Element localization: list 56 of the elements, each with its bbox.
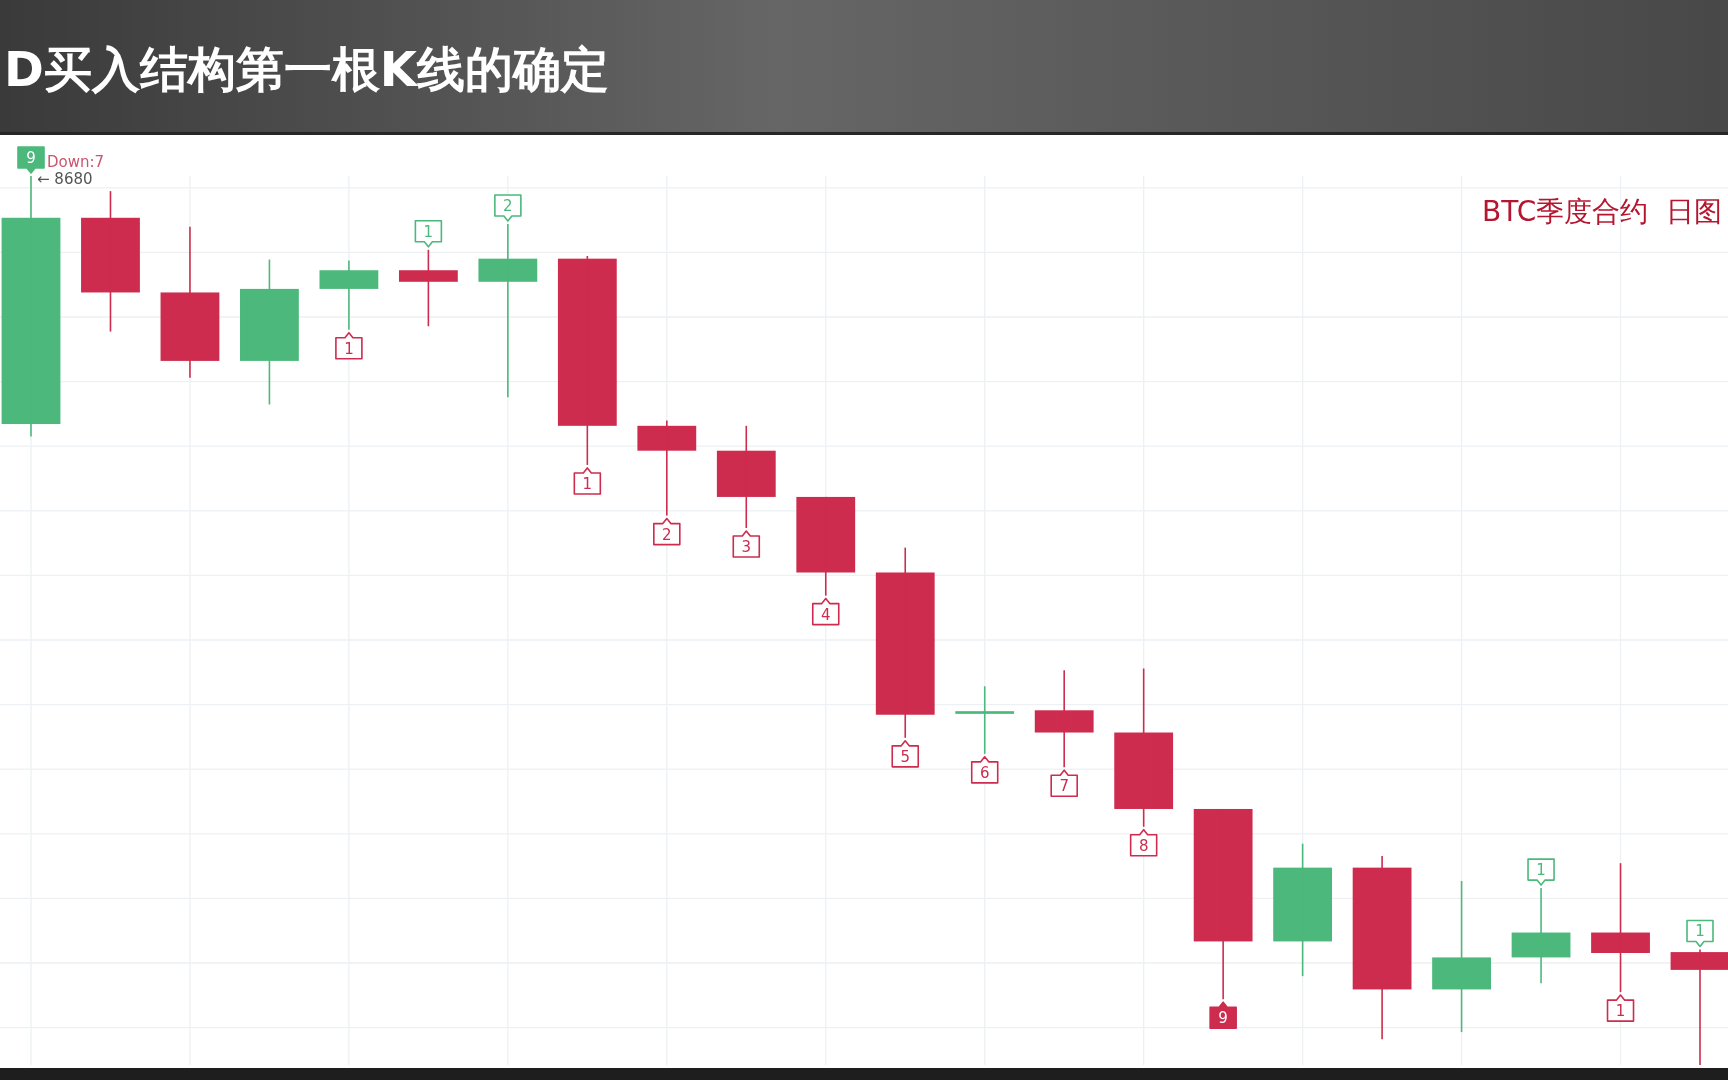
candlestick <box>716 425 776 529</box>
candlestick <box>478 223 538 399</box>
candlestick <box>1511 887 1571 985</box>
candlestick <box>319 259 379 331</box>
candlestick <box>955 685 1015 755</box>
count-label: 2 <box>653 517 681 546</box>
count-label: 5 <box>891 740 920 768</box>
annotation: 1 <box>1536 861 1546 880</box>
count-label: 1 <box>335 332 363 360</box>
count-label: 1 <box>1686 919 1714 948</box>
candlestick <box>1034 669 1094 768</box>
annotation: 9 <box>26 149 36 167</box>
count-label: 3 <box>732 530 761 558</box>
note: Down:7 <box>47 153 105 171</box>
subtitle: BTC季度合约 日图 <box>1481 195 1722 228</box>
count-label: 1 <box>573 467 602 495</box>
count-label: 1 <box>1527 858 1555 886</box>
annotation: 5 <box>900 747 911 766</box>
title: D买入结构第一根K线的确定 <box>4 41 610 97</box>
annotation: 9 <box>1218 1009 1228 1028</box>
annotation: 1 <box>1615 1002 1626 1021</box>
candlestick <box>1193 808 1253 1001</box>
annotation: 7 <box>1059 777 1069 796</box>
count-label: 7 <box>1050 769 1078 797</box>
candlestick <box>875 546 935 739</box>
annotation: 1 <box>423 222 434 241</box>
candlestick <box>1352 855 1412 1041</box>
annotation: 8 <box>1138 836 1149 855</box>
annotation: 4 <box>820 605 831 624</box>
candlestick <box>240 258 299 406</box>
annotation: 1 <box>344 339 354 358</box>
candlestick <box>1670 948 1728 1066</box>
count-label: 1 <box>1606 994 1635 1022</box>
candlestick <box>1591 862 1650 993</box>
count-label: 1 <box>414 220 443 248</box>
candlestick <box>637 419 697 517</box>
annotation: 1 <box>582 474 593 493</box>
candlestick <box>796 496 856 597</box>
count-label: 2 <box>494 194 522 222</box>
candlestick <box>398 248 458 328</box>
count-label: 9 <box>1209 1001 1237 1029</box>
annotation: 2 <box>662 525 672 544</box>
annotation: 3 <box>741 538 752 557</box>
candlestick <box>160 225 220 379</box>
candlestick <box>1432 880 1491 1033</box>
annotation: 1 <box>1695 922 1705 941</box>
candlestick <box>1273 842 1333 977</box>
count-label: 9 <box>17 146 45 174</box>
annotation: 2 <box>503 197 513 216</box>
candlestick <box>557 255 617 466</box>
annotation: 6 <box>979 763 990 782</box>
candlestick <box>81 190 140 333</box>
candlestick <box>1114 667 1174 828</box>
count-label: 6 <box>970 756 999 784</box>
count-label: 4 <box>811 597 840 626</box>
count-label: 8 <box>1129 828 1158 857</box>
